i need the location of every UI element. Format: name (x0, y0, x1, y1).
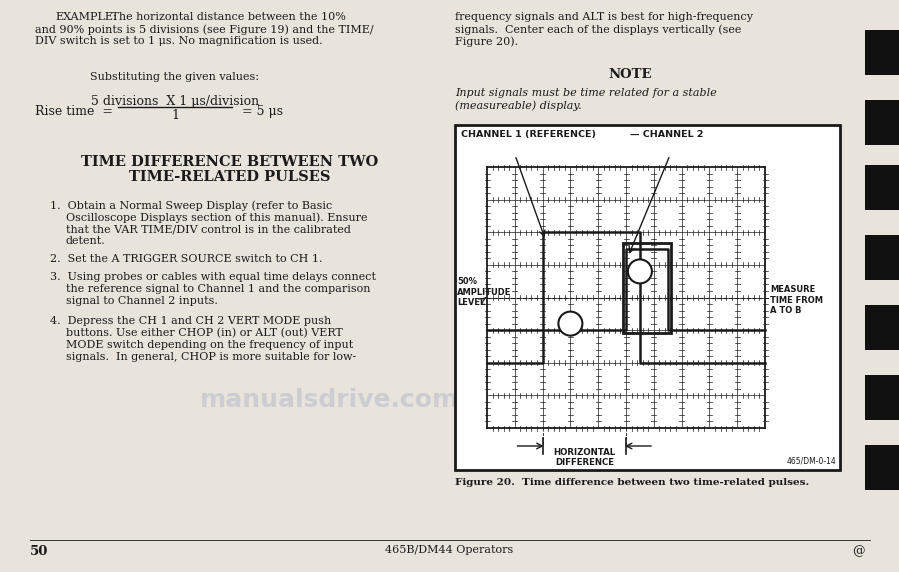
Text: — CHANNEL 2: — CHANNEL 2 (630, 130, 704, 139)
Text: TIME-RELATED PULSES: TIME-RELATED PULSES (129, 170, 331, 184)
Bar (865, 235, 899, 280)
Text: 50: 50 (30, 545, 49, 558)
Text: Rise time  =: Rise time = (35, 105, 113, 118)
Bar (487, 167, 765, 428)
Bar (865, 375, 899, 420)
Text: DIV switch is set to 1 μs. No magnification is used.: DIV switch is set to 1 μs. No magnificat… (35, 36, 323, 46)
Text: Oscilloscope Displays section of this manual). Ensure: Oscilloscope Displays section of this ma… (66, 212, 368, 223)
Text: A: A (565, 317, 575, 330)
Text: Figure 20).: Figure 20). (455, 36, 518, 46)
Text: and 90% points is 5 divisions (see Figure 19) and the TIME/: and 90% points is 5 divisions (see Figur… (35, 24, 374, 34)
Text: 465B/DM44 Operators: 465B/DM44 Operators (385, 545, 513, 555)
Text: signals.  Center each of the displays vertically (see: signals. Center each of the displays ver… (455, 24, 742, 34)
Bar (865, 305, 899, 350)
Text: signal to Channel 2 inputs.: signal to Channel 2 inputs. (66, 296, 218, 306)
Text: 3.  Using probes or cables with equal time delays connect: 3. Using probes or cables with equal tim… (50, 272, 376, 282)
Text: TIME DIFFERENCE BETWEEN TWO: TIME DIFFERENCE BETWEEN TWO (82, 155, 378, 169)
Bar (865, 100, 899, 145)
Text: The horizontal distance between the 10%: The horizontal distance between the 10% (108, 12, 346, 22)
Text: B: B (635, 265, 645, 278)
Bar (865, 445, 899, 490)
Circle shape (628, 259, 652, 283)
Text: Input signals must be time related for a stable: Input signals must be time related for a… (455, 88, 717, 98)
Text: Substituting the given values:: Substituting the given values: (90, 72, 259, 82)
Text: HORIZONTAL
DIFFERENCE: HORIZONTAL DIFFERENCE (553, 448, 615, 467)
Text: 1: 1 (171, 109, 179, 122)
Text: manualsdrive.com: manualsdrive.com (200, 388, 459, 412)
Text: detent.: detent. (66, 236, 106, 246)
Bar (623, 243, 671, 333)
Text: NOTE: NOTE (609, 68, 652, 81)
Bar (865, 165, 899, 210)
Text: 465/DM-0-14: 465/DM-0-14 (787, 457, 836, 466)
Bar (865, 30, 899, 75)
Text: MODE switch depending on the frequency of input: MODE switch depending on the frequency o… (66, 340, 353, 350)
Text: (measureable) display.: (measureable) display. (455, 100, 582, 110)
Circle shape (558, 312, 583, 336)
Text: frequency signals and ALT is best for high-frequency: frequency signals and ALT is best for hi… (455, 12, 753, 22)
Text: = 5 μs: = 5 μs (242, 105, 283, 118)
Text: 5 divisions  X 1 μs/division: 5 divisions X 1 μs/division (91, 95, 259, 108)
Text: that the VAR TIME/DIV control is in the calibrated: that the VAR TIME/DIV control is in the … (66, 224, 351, 234)
Text: signals.  In general, CHOP is more suitable for low-: signals. In general, CHOP is more suitab… (66, 352, 356, 362)
Text: EXAMPLE:: EXAMPLE: (55, 12, 117, 22)
Text: MEASURE
TIME FROM
A TO B: MEASURE TIME FROM A TO B (770, 285, 823, 315)
Text: 50%
AMPLITUDE
LEVEL: 50% AMPLITUDE LEVEL (457, 277, 512, 307)
Text: 2.  Set the A TRIGGER SOURCE switch to CH 1.: 2. Set the A TRIGGER SOURCE switch to CH… (50, 254, 323, 264)
Text: 1.  Obtain a Normal Sweep Display (refer to Basic: 1. Obtain a Normal Sweep Display (refer … (50, 200, 333, 210)
Text: 4.  Depress the CH 1 and CH 2 VERT MODE push: 4. Depress the CH 1 and CH 2 VERT MODE p… (50, 316, 331, 326)
Text: @: @ (852, 545, 865, 558)
Text: the reference signal to Channel 1 and the comparison: the reference signal to Channel 1 and th… (66, 284, 370, 294)
Text: CHANNEL 1 (REFERENCE): CHANNEL 1 (REFERENCE) (461, 130, 596, 139)
Text: Figure 20.  Time difference between two time-related pulses.: Figure 20. Time difference between two t… (455, 478, 809, 487)
Bar (455, 125, 840, 470)
Text: buttons. Use either CHOP (in) or ALT (out) VERT: buttons. Use either CHOP (in) or ALT (ou… (66, 328, 343, 338)
